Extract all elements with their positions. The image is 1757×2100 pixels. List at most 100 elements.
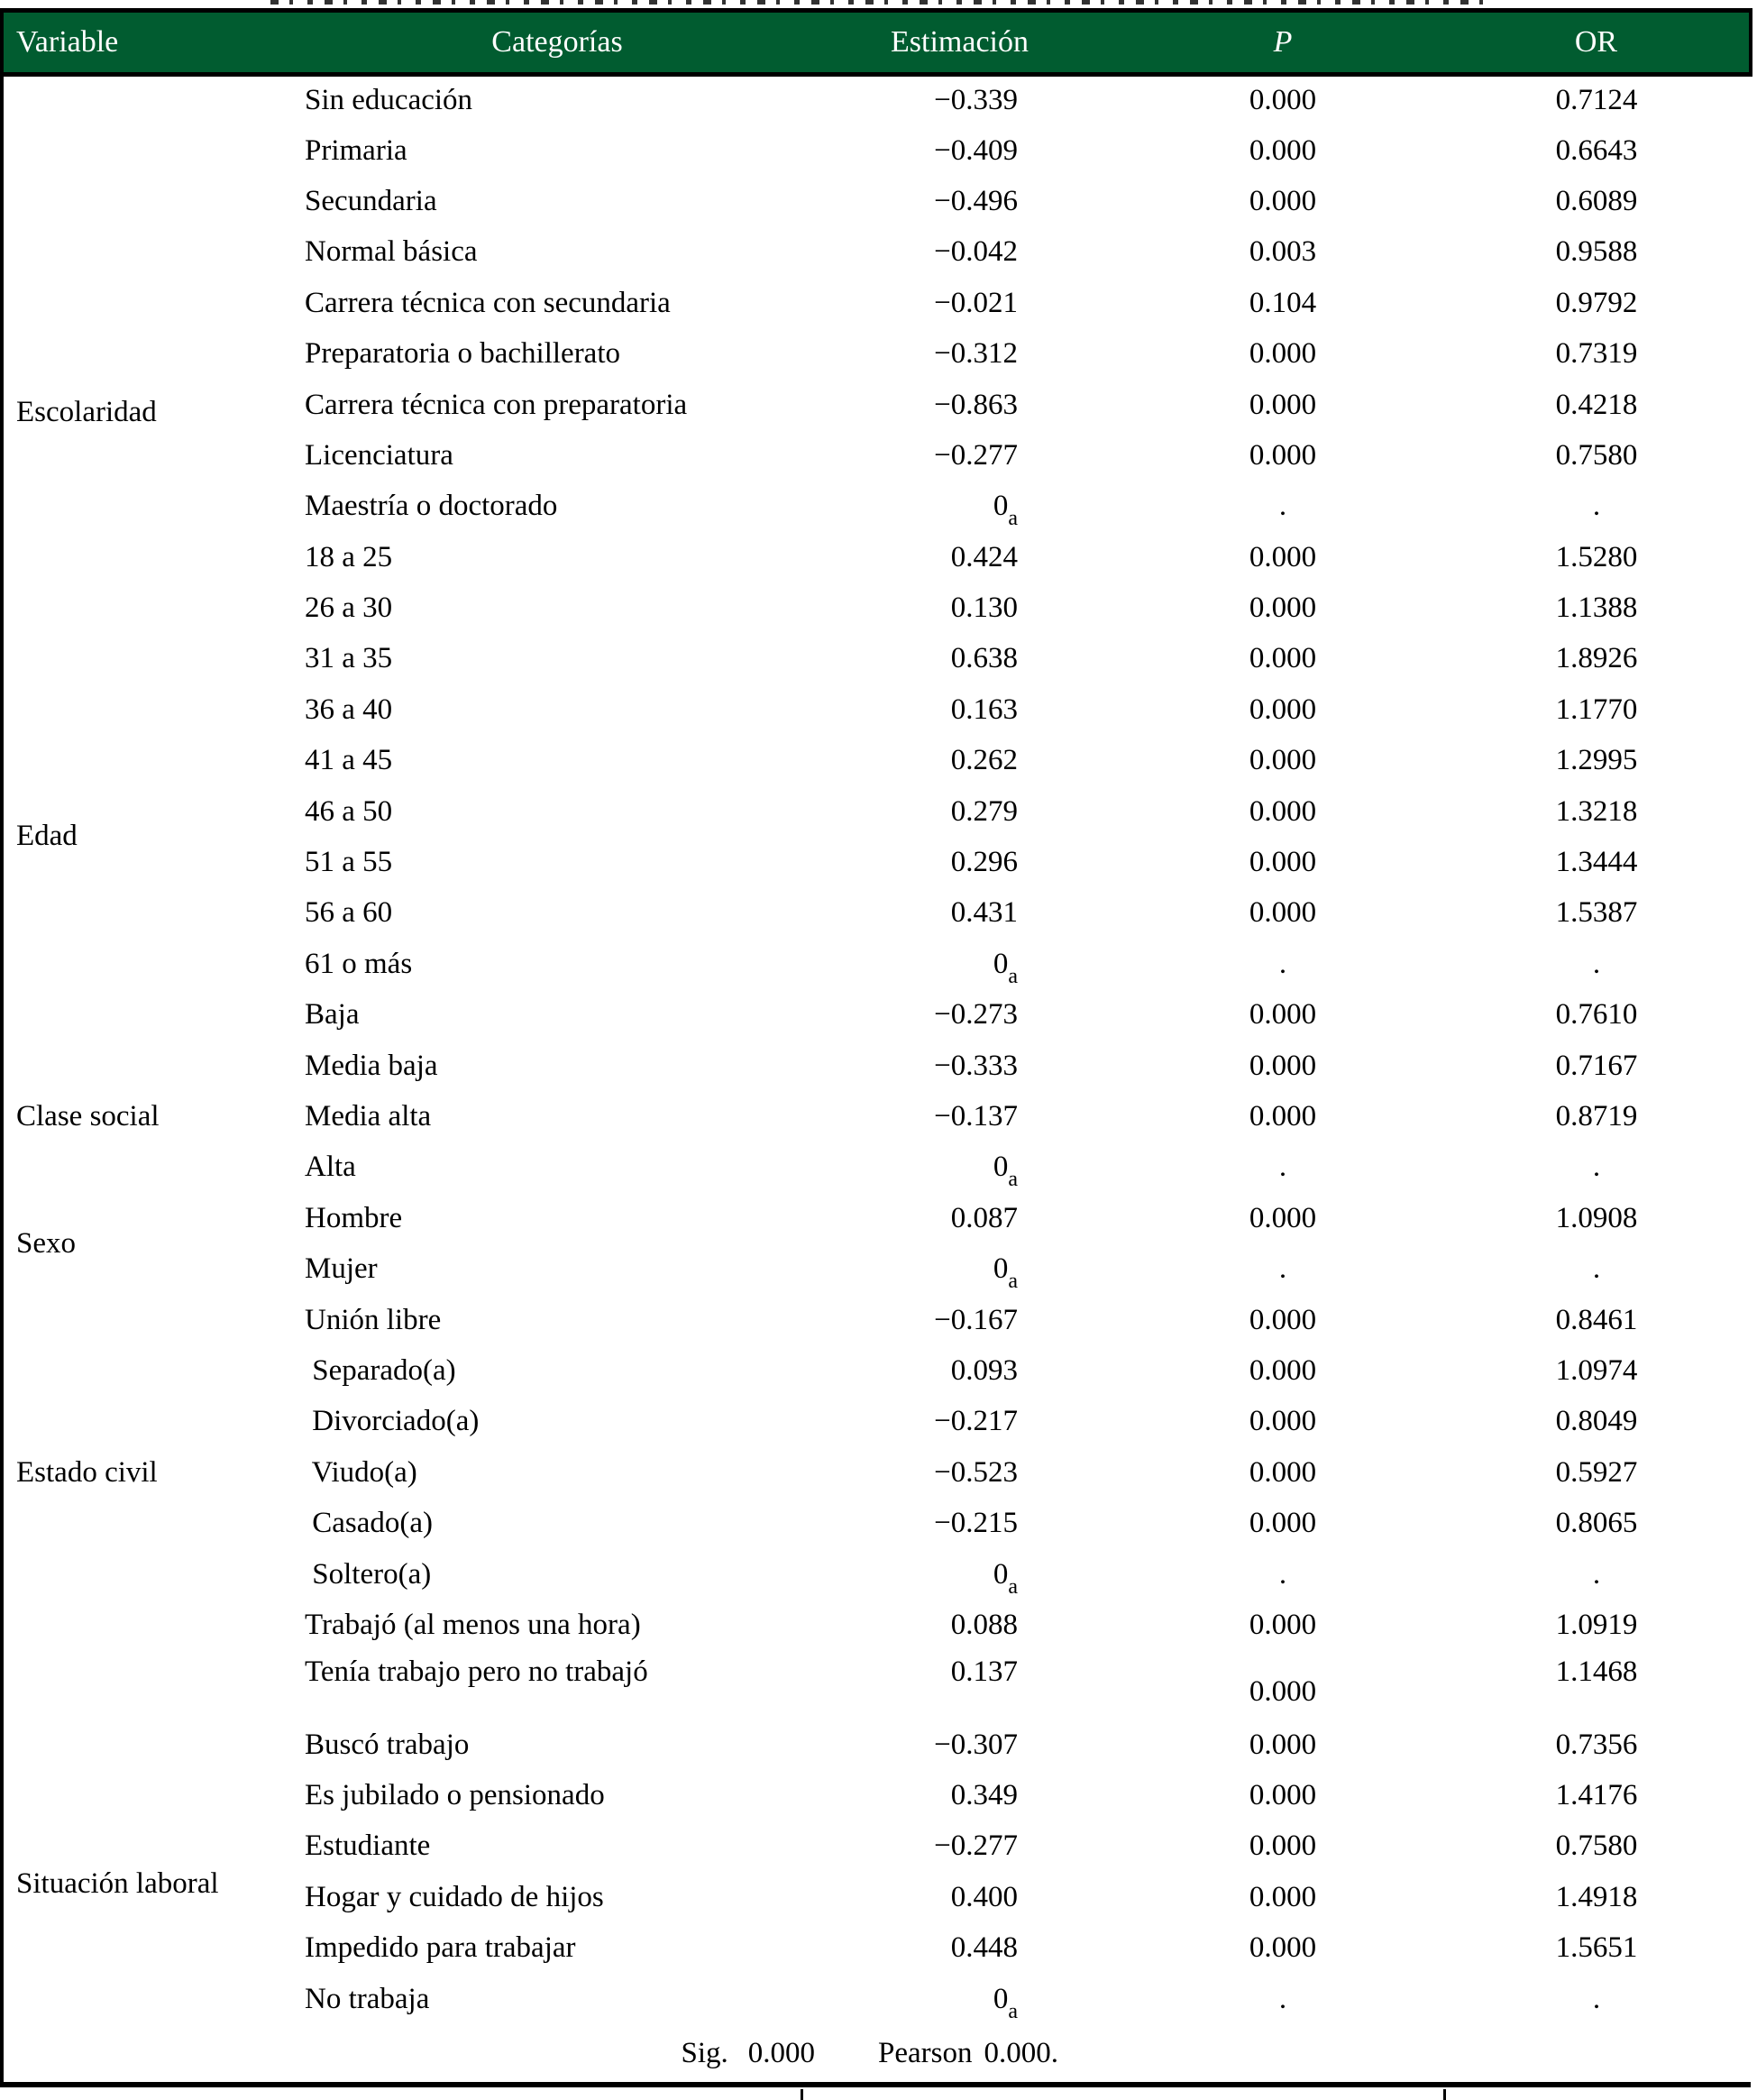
cell-categoria: 51 a 55 xyxy=(305,846,393,879)
cell-odds-ratio: 0.7124 xyxy=(1555,84,1638,117)
cell-estimacion: −0.137 xyxy=(934,1100,1018,1133)
cell-p-value: 0.000 xyxy=(1249,1455,1317,1489)
cell-estimacion: −0.277 xyxy=(934,1829,1018,1863)
table-header: Variable Categorías Estimación P OR xyxy=(2,8,1752,77)
cell-odds-ratio: 0.8049 xyxy=(1555,1405,1638,1438)
table-row: Separado(a) 0.093 0.000 1.0974 xyxy=(2,1345,1751,1396)
cell-p-value: 0.000 xyxy=(1249,1303,1317,1336)
table-row: Impedido para trabajar 0.448 0.000 1.5651 xyxy=(2,1923,1751,1974)
cell-p-value: 0.104 xyxy=(1249,286,1317,319)
footer-pearson-cell: Pearson 0.000. xyxy=(819,2024,1751,2085)
reference-category-subscript: a xyxy=(1008,1574,1018,1599)
cell-odds-ratio: 1.0974 xyxy=(1555,1353,1638,1387)
cell-variable-group-label: Edad xyxy=(2,532,296,990)
cell-categoria: Casado(a) xyxy=(305,1507,434,1540)
cell-estimacion: −0.215 xyxy=(934,1507,1018,1540)
cell-variable-group-label: Estado civil xyxy=(2,1295,296,1600)
cell-categoria: Buscó trabajo xyxy=(305,1728,470,1761)
column-header-categorias: Categorías xyxy=(296,8,819,77)
cell-estimacion: −0.042 xyxy=(934,235,1018,269)
cell-odds-ratio: 0.8065 xyxy=(1555,1507,1638,1540)
cell-estimacion: −0.277 xyxy=(934,438,1018,472)
cell-odds-ratio: 0.7356 xyxy=(1555,1728,1638,1761)
reference-category-subscript: a xyxy=(1008,1270,1018,1294)
cropped-caption-sliver xyxy=(0,0,1757,8)
table-row: Preparatoria o bachillerato −0.312 0.000 0.… xyxy=(2,328,1751,379)
cell-odds-ratio: 1.2995 xyxy=(1555,744,1638,777)
cell-odds-ratio: 0.9588 xyxy=(1555,235,1638,269)
cell-p-value: 0.000 xyxy=(1249,1931,1317,1965)
variable-group-label-text: Estado civil xyxy=(16,1455,158,1489)
cell-categoria: 26 a 30 xyxy=(305,591,393,625)
cell-odds-ratio: 1.0919 xyxy=(1555,1608,1638,1641)
cell-estimacion: 0.088 xyxy=(950,1608,1018,1641)
cell-p-value: 0.000 xyxy=(1249,896,1317,930)
cell-categoria: Carrera técnica con preparatoria xyxy=(305,388,688,421)
cell-odds-ratio: 0.7610 xyxy=(1555,998,1638,1032)
cell-p-value: 0.000 xyxy=(1249,1608,1317,1641)
table-row: 56 a 60 0.431 0.000 1.5387 xyxy=(2,888,1751,939)
reference-category-subscript: a xyxy=(1008,964,1018,988)
cell-odds-ratio: . xyxy=(1592,947,1601,980)
cell-estimacion: 0.093 xyxy=(950,1353,1018,1387)
cell-p-value: 0.000 xyxy=(1249,84,1317,117)
cell-categoria: Viudo(a) xyxy=(305,1455,417,1489)
cell-p-value: . xyxy=(1278,947,1287,980)
cell-odds-ratio: 1.5651 xyxy=(1555,1931,1638,1965)
cell-variable-group-label: Clase social xyxy=(2,990,296,1194)
cell-odds-ratio: 0.7319 xyxy=(1555,337,1638,371)
cell-categoria: Secundaria xyxy=(305,184,437,217)
table-row: Es jubilado o pensionado 0.349 0.000 1.4176 xyxy=(2,1770,1751,1820)
cell-p-value: 0.000 xyxy=(1249,1405,1317,1438)
cell-p-value: 0.000 xyxy=(1249,388,1317,421)
cell-estimacion: 0.448 xyxy=(950,1931,1018,1965)
cell-estimacion: −0.021 xyxy=(934,286,1018,319)
table-row: Media alta −0.137 0.000 0.8719 xyxy=(2,1091,1751,1142)
table-row: Edad 18 a 25 0.424 0.000 1.5280 xyxy=(2,532,1751,853)
cell-odds-ratio: 1.1770 xyxy=(1555,692,1638,726)
cell-estimacion: 0.087 xyxy=(950,1201,1018,1234)
cell-odds-ratio: 0.9792 xyxy=(1555,286,1638,319)
sig-value: 0.000 xyxy=(747,2036,815,2069)
cell-estimacion: 0.262 xyxy=(950,744,1018,777)
header-row: Variable Categorías Estimación P OR xyxy=(2,8,1752,77)
footer-sig-cell: Sig. 0.000 xyxy=(296,2024,819,2085)
cell-categoria: Hombre xyxy=(305,1201,403,1234)
table-row: Sexo Hombre 0.087 0.000 1.0908 xyxy=(2,1193,1751,1260)
cell-categoria: Soltero(a) xyxy=(305,1557,432,1591)
cell-odds-ratio: 0.7580 xyxy=(1555,1829,1638,1863)
cell-p-value: 0.000 xyxy=(1249,744,1317,777)
cell-estimacion: 0.400 xyxy=(950,1880,1018,1913)
cell-categoria: Sin educación xyxy=(305,84,473,117)
table-row: Licenciatura −0.277 0.000 0.7580 xyxy=(2,430,1751,481)
cell-p-value: 0.000 xyxy=(1249,1049,1317,1082)
scan-seam-mark xyxy=(1443,2089,1446,2100)
cell-p-value: 0.000 xyxy=(1249,184,1317,217)
cell-variable-group-label: Escolaridad xyxy=(2,75,296,533)
table-row: Estado civil Unión libre −0.167 0.000 0.8461 xyxy=(2,1295,1751,1489)
cell-odds-ratio: 0.8719 xyxy=(1555,1100,1638,1133)
scan-seam-mark xyxy=(801,2089,803,2100)
cell-odds-ratio: 0.8461 xyxy=(1555,1303,1638,1336)
cell-p-value: 0.000 xyxy=(1249,642,1317,675)
cell-estimacion: 0.349 xyxy=(950,1779,1018,1812)
cell-categoria: 36 a 40 xyxy=(305,692,393,726)
cell-p-value: . xyxy=(1278,1557,1287,1591)
cell-estimacion: 0a xyxy=(993,1982,1018,2023)
cell-categoria: Maestría o doctorado xyxy=(305,490,558,523)
cell-categoria: Trabajó (al menos una hora) xyxy=(305,1608,641,1641)
cell-odds-ratio: 1.1388 xyxy=(1555,591,1638,625)
table-row: Clase social Baja −0.273 0.000 0.7610 xyxy=(2,990,1751,1133)
cell-p-value: . xyxy=(1278,1252,1287,1286)
cell-p-value: 0.000 xyxy=(1249,1880,1317,1913)
cell-categoria: Preparatoria o bachillerato xyxy=(305,337,620,371)
table-row: Media baja −0.333 0.000 0.7167 xyxy=(2,1041,1751,1091)
cell-estimacion: −0.409 xyxy=(934,133,1018,167)
table-row: Situación laboral Trabajó (al menos una h… xyxy=(2,1600,1751,1900)
cell-estimacion: 0a xyxy=(993,490,1018,531)
cell-categoria: Tenía trabajo pero no trabajó xyxy=(305,1655,648,1688)
cell-categoria: Impedido para trabajar xyxy=(305,1931,576,1965)
variable-group-label-text: Sexo xyxy=(16,1226,76,1260)
cell-estimacion: −0.339 xyxy=(934,84,1018,117)
